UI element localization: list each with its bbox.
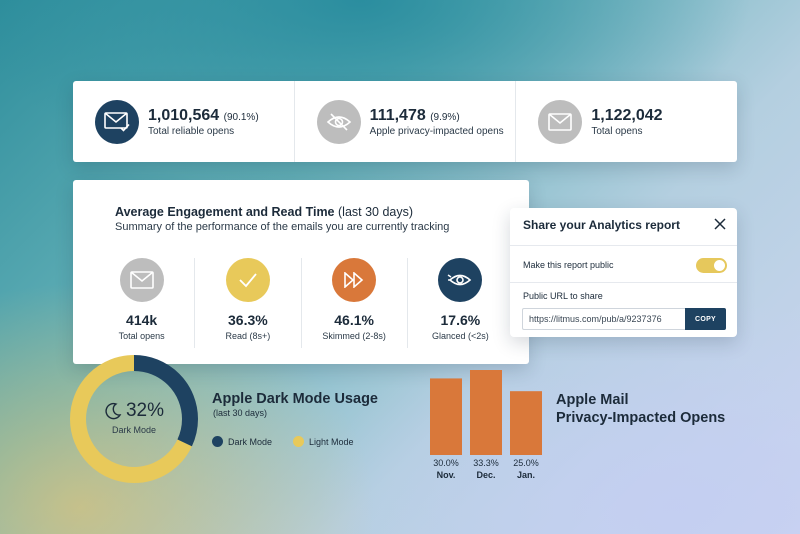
- bar-jan: [510, 391, 542, 455]
- legend-label: Dark Mode: [228, 436, 273, 447]
- bar-value-label: 30.0%: [433, 458, 459, 468]
- legend-label: Light Mode: [309, 436, 354, 447]
- envelope-icon: [538, 99, 583, 144]
- share-report-panel: Share your Analytics report Make this re…: [510, 208, 737, 337]
- stat-privacy-opens: 111,478 (9.9%) Apple privacy-impacted op…: [295, 81, 517, 162]
- stat-value: 111,478: [369, 106, 426, 124]
- bar-value-label: 25.0%: [513, 458, 539, 468]
- public-toggle[interactable]: [696, 258, 727, 273]
- engagement-card: Average Engagement and Read Time (last 3…: [73, 180, 529, 364]
- stat-percent: (9.9%): [430, 111, 460, 123]
- stat-label: Total opens: [591, 125, 643, 137]
- engagement-glanced: 17.6% Glanced (<2s): [408, 258, 513, 348]
- stat-label: Apple privacy-impacted opens: [369, 125, 504, 137]
- dark-mode-subtitle: (last 30 days): [213, 408, 268, 418]
- bar-nov: [430, 378, 462, 455]
- check-icon: [225, 258, 270, 302]
- opens-summary-card: 1,010,564 (90.1%) Total reliable opens 1…: [73, 81, 737, 162]
- bar-category-label: Dec.: [476, 470, 495, 480]
- public-toggle-label: Make this report public: [523, 260, 614, 270]
- share-title: Share your Analytics report: [523, 218, 680, 232]
- engagement-title: Average Engagement and Read Time (last 3…: [115, 205, 413, 219]
- public-toggle-row: Make this report public: [510, 245, 737, 283]
- bar-dec: [470, 370, 502, 455]
- privacy-title: Apple Mail Privacy-Impacted Opens: [556, 391, 725, 427]
- engagement-label: Read (8s+): [225, 331, 271, 341]
- legend-light-mode: Light Mode: [293, 436, 354, 447]
- close-icon[interactable]: [713, 217, 727, 231]
- engagement-label: Total opens: [118, 331, 165, 341]
- engagement-value: 36.3%: [228, 312, 268, 328]
- dark-mode-title: Apple Dark Mode Usage: [212, 391, 378, 407]
- dark-mode-center-label: Dark Mode: [111, 424, 156, 435]
- legend-dark-mode: Dark Mode: [212, 436, 272, 447]
- bar-category-label: Nov.: [437, 470, 456, 480]
- bar-value-label: 33.3%: [473, 458, 499, 468]
- donut-slice-light-mode: [70, 355, 198, 483]
- eye-glance-icon: [438, 258, 483, 302]
- engagement-title-suffix: (last 30 days): [338, 205, 414, 219]
- public-url-field[interactable]: [522, 308, 685, 330]
- legend-swatch-light: [293, 436, 304, 447]
- donut-chart: [70, 355, 198, 483]
- copy-button[interactable]: COPY: [685, 308, 726, 330]
- stat-percent: (90.1%): [223, 111, 259, 123]
- moon-icon: [105, 402, 122, 419]
- engagement-label: Skimmed (2-8s): [322, 331, 386, 341]
- engagement-subtitle: Summary of the performance of the emails…: [115, 221, 450, 233]
- eye-slash-icon: [316, 99, 361, 144]
- engagement-value: 414k: [126, 312, 158, 328]
- engagement-label: Glanced (<2s): [431, 331, 489, 341]
- url-label: Public URL to share: [523, 291, 603, 301]
- stat-reliable-opens: 1,010,564 (90.1%) Total reliable opens: [73, 81, 295, 162]
- engagement-title-text: Average Engagement and Read Time: [115, 205, 335, 219]
- toggle-knob: [714, 260, 725, 271]
- engagement-value: 17.6%: [440, 312, 481, 328]
- legend-swatch-dark: [212, 436, 223, 447]
- engagement-total-opens: 414k Total opens: [89, 258, 196, 348]
- engagement-skimmed: 46.1% Skimmed (2-8s): [302, 258, 408, 348]
- privacy-opens-bar-chart: 30.0% Nov. 33.3% Dec. 25.0% Jan.: [430, 370, 542, 480]
- envelope-check-icon: [95, 99, 139, 144]
- engagement-read: 36.3% Read (8s+): [195, 258, 302, 348]
- fast-forward-icon: [332, 258, 377, 302]
- envelope-icon: [119, 258, 164, 302]
- stat-total-opens: 1,122,042 Total opens: [516, 81, 737, 162]
- privacy-title-line2: Privacy-Impacted Opens: [556, 410, 726, 426]
- dark-mode-percent: 32%: [125, 399, 165, 421]
- privacy-title-line1: Apple Mail: [556, 392, 629, 408]
- stat-label: Total reliable opens: [148, 125, 235, 137]
- dark-mode-donut: 32% Dark Mode: [68, 353, 200, 485]
- stat-value: 1,010,564: [148, 106, 220, 124]
- bar-category-label: Jan.: [517, 470, 535, 480]
- stat-value: 1,122,042: [591, 106, 663, 124]
- engagement-value: 46.1%: [334, 312, 374, 328]
